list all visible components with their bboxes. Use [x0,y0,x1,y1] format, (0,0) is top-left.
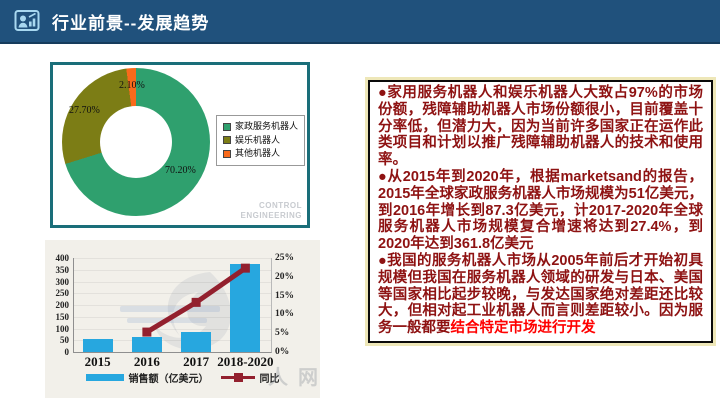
legend-swatch-green [223,122,231,131]
gridline [74,281,271,283]
bullet-text: ●家用服务机器人和娱乐机器人大致占97%的市场份额，残障辅助机器人市场份额很小，… [378,85,703,169]
bullet-paragraph-3: ●我国的服务机器人市场从2005年前后才开始初具规模但我国在服务机器人领域的研发… [378,253,703,337]
y-axis-tick-left: 50 [60,335,69,346]
presenter-chart-icon [14,10,40,31]
y-axis-left: 0 50 100 150 200 250 300 350 400 [45,240,70,398]
x-axis-label: 2017 [183,354,210,369]
pie-value-label: 70.20% [165,165,196,176]
y-axis-tick-right: 20% [275,271,294,282]
legend-label-yoy: 同比 [259,374,280,385]
y-axis-tick-left: 100 [55,323,70,334]
bullet-paragraph-1: ●家用服务机器人和娱乐机器人大致占97%的市场份额，残障辅助机器人市场份额很小，… [378,85,703,169]
pie-legend-label: 其他机器人 [235,148,281,158]
line-marker [191,297,201,307]
watermark-line: CONTROL [258,201,302,210]
pie-legend-item: 其他机器人 [223,147,298,161]
notes-text-panel: ●家用服务机器人和娱乐机器人大致占97%的市场份额，残障辅助机器人市场份额很小，… [368,80,713,343]
bar-2015 [82,339,113,352]
page-title: 行业前景--发展趋势 [52,13,210,33]
y-axis-tick-left: 150 [55,311,70,322]
pie-legend-label: 家政服务机器人 [235,121,299,131]
line-series [142,263,250,337]
gridline [74,269,271,271]
watermark-blur [120,306,220,312]
y-axis-tick-right: 10% [275,309,294,320]
market-share-donut-chart: 70.20% 27.70% 2.10% 家政服务机器人 娱乐机器人 其他机器人 … [50,62,310,228]
pie-legend-item: 家政服务机器人 [223,120,298,134]
legend-label-sales: 销售额（亿美元） [128,374,209,385]
legend-swatch-bar [85,374,124,381]
watermark-text-br: 人网 [268,367,328,389]
bar-2016 [131,337,162,352]
watermark-text: CONTROL ENGINEERING [240,201,302,221]
gridline [74,340,271,342]
gridline [74,258,271,259]
y-axis-tick-right: 5% [275,328,290,339]
bullet-paragraph-2: ●从2015年到2020年，根据marketsand的报告，2015年全球家政服… [378,169,703,253]
bullet-text: ●我国的服务机器人市场从2005年前后才开始初具规模但我国在服务机器人领域的研发… [378,252,703,337]
y-axis-tick-right: 25% [275,253,294,263]
bar-2018-2020 [230,263,261,352]
pie-legend-label: 娱乐机器人 [235,134,281,145]
bar-series [73,258,270,352]
y-axis-tick-left: 300 [55,276,70,287]
gridline [74,305,271,306]
sales-growth-combo-chart: 0 50 100 150 200 250 300 350 400 0% 5% 10% 15% 20% 25… [45,240,320,398]
legend-swatch-line [220,372,255,383]
line-marker [142,327,152,337]
donut-hole [100,106,172,178]
bullet-text: ●从2015年到2020年，根据marketsand的报告，2015年全球家政服… [378,168,703,253]
y-axis-right: 0% 5% 10% 15% 20% 25% [275,240,315,398]
x-axis-label: 2015 [84,354,111,369]
legend-marker [233,373,243,382]
legend-swatch-olive [223,136,231,145]
legend-item-yoy: 同比 [220,370,280,385]
pie-value-label: 2.10% [119,80,145,91]
highlighted-text: 结合特定市场进行开发 [450,320,596,337]
y-axis-tick-left: 0 [64,347,70,357]
pie-value-label: 27.70% [69,105,100,116]
y-axis-tick-left: 200 [55,300,70,310]
y-axis-tick-left: 250 [55,288,70,299]
legend-item-sales: 销售额（亿美元） [85,370,209,385]
pie-legend: 家政服务机器人 娱乐机器人 其他机器人 [216,115,306,166]
legend-swatch-orange [223,149,231,158]
y-axis-tick-left: 350 [55,264,70,275]
x-axis-label: 2016 [133,354,160,369]
slide-header: 行业前景--发展趋势 [0,0,720,44]
line-marker [240,263,250,273]
y-axis-tick-left: 400 [55,253,70,263]
bar-2017 [181,331,212,352]
watermark-line: ENGINEERING [240,211,302,220]
y-axis-tick-right: 0% [275,347,290,357]
x-axis: 2015 2016 2017 2018-2020 [73,258,274,369]
bar-chart-legend: 销售额（亿美元） 同比 [45,370,320,385]
pie-legend-item: 娱乐机器人 [223,134,298,148]
gridline [74,293,271,295]
gridline [74,328,271,330]
y-axis-tick-right: 15% [275,290,294,301]
x-axis-label: 2018-2020 [217,354,274,369]
